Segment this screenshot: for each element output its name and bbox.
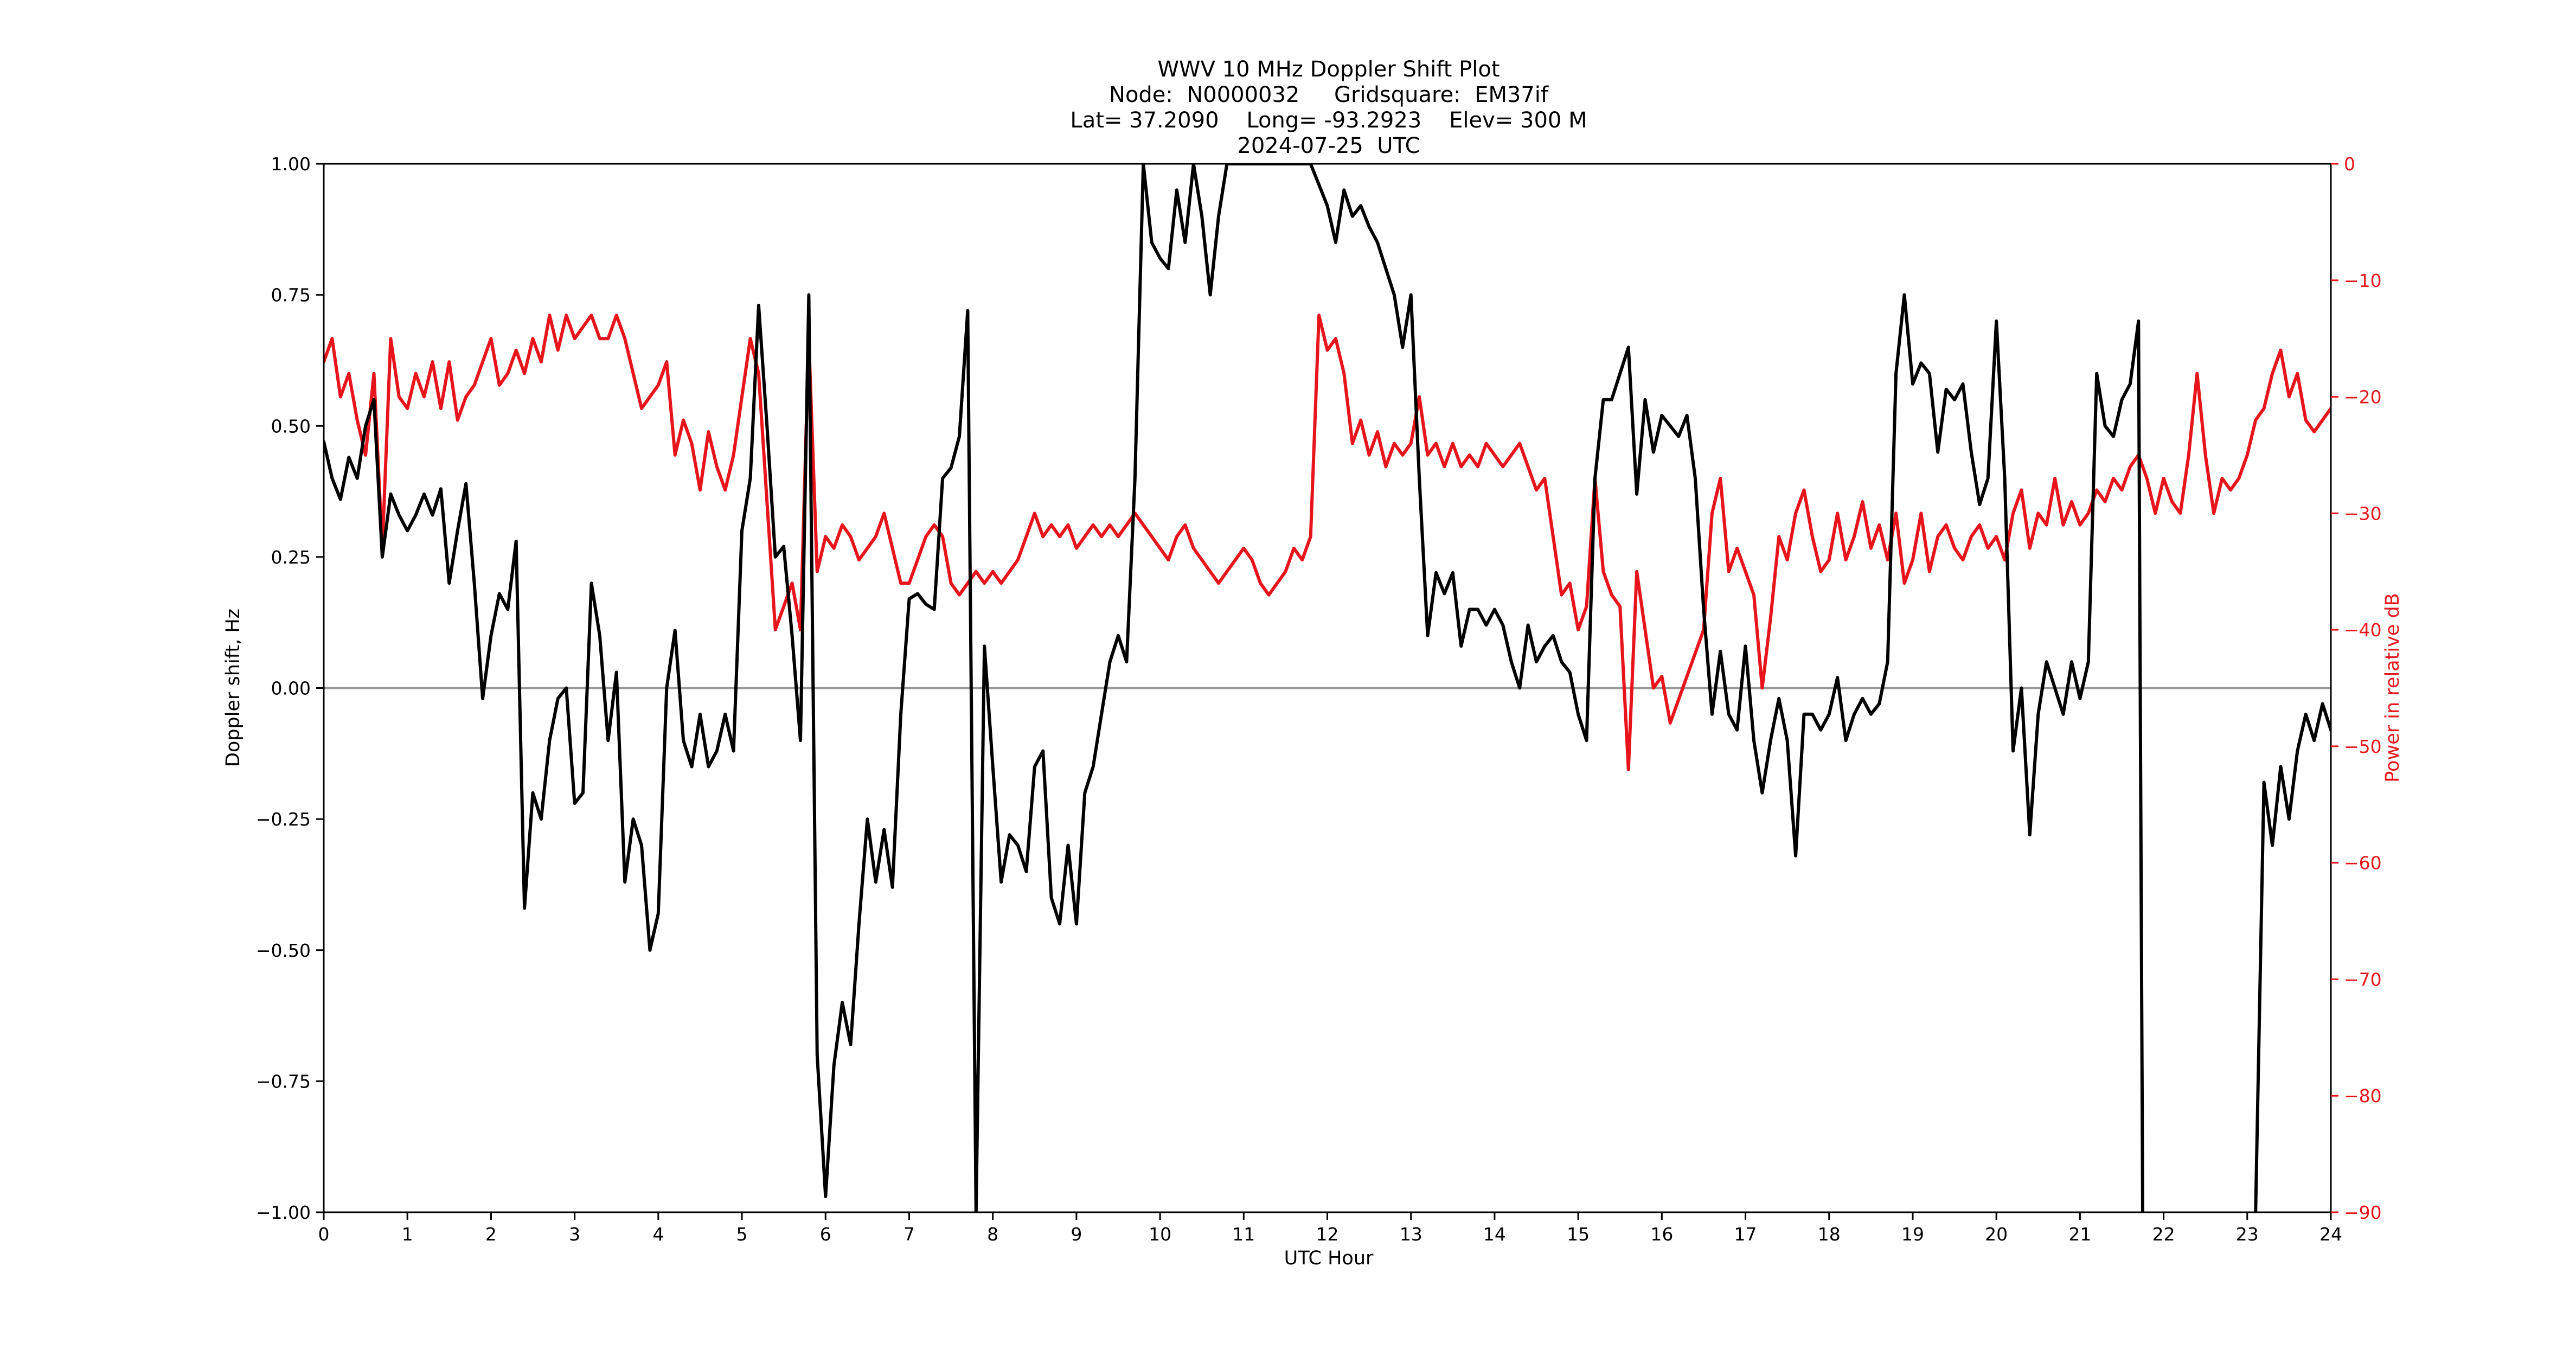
axes: 0 1 2 3 4 5 6 7 8 9 10 11 12 13 14 15 16 17 18 19 20 21 22 23 24… — [256, 153, 2382, 1245]
x-tick-label: 1 — [402, 1224, 413, 1245]
x-tick-label: 8 — [987, 1224, 998, 1245]
x-tick-label: 2 — [485, 1224, 497, 1245]
y2-tick-label: −60 — [2344, 853, 2382, 874]
y-tick-label: −0.50 — [256, 940, 311, 961]
y2-tick-label: −50 — [2344, 736, 2382, 757]
title-line-4: 2024-07-25 UTC — [1237, 133, 1420, 158]
y-tick-label: −0.25 — [256, 809, 311, 830]
x-tick-label: 20 — [1985, 1224, 2008, 1245]
x-tick-label: 14 — [1483, 1224, 1506, 1245]
x-tick-label: 21 — [2068, 1224, 2091, 1245]
y2-tick-label: 0 — [2344, 153, 2355, 175]
y2-tick-label: −20 — [2344, 387, 2382, 408]
x-tick-label: 18 — [1818, 1224, 1841, 1245]
x-tick-label: 19 — [1901, 1224, 1924, 1245]
x-tick-label: 9 — [1071, 1224, 1082, 1245]
x-tick-label: 6 — [820, 1224, 831, 1245]
y-tick-label: −1.00 — [256, 1202, 311, 1223]
plot-data — [324, 164, 2331, 1212]
y-tick-label: 0.25 — [271, 547, 311, 568]
y-tick-label: −0.75 — [256, 1071, 311, 1092]
x-tick-label: 10 — [1149, 1224, 1171, 1245]
x-tick-label: 5 — [736, 1224, 748, 1245]
x-axis-label: UTC Hour — [1284, 1248, 1374, 1269]
title-line-3: Lat= 37.2090 Long= -93.2923 Elev= 300 M — [1070, 108, 1587, 133]
x-tick-label: 16 — [1650, 1224, 1673, 1245]
x-tick-label: 12 — [1316, 1224, 1339, 1245]
y-tick-label: 0.75 — [271, 285, 311, 306]
x-tick-label: 15 — [1567, 1224, 1590, 1245]
y2-tick-label: −10 — [2344, 270, 2382, 291]
power-series-line — [324, 314, 2331, 771]
y2-tick-label: −80 — [2344, 1085, 2382, 1106]
chart-title: WWV 10 MHz Doppler Shift Plot Node: N000… — [1070, 57, 1587, 158]
x-tick-label: 17 — [1734, 1224, 1757, 1245]
x-tick-label: 13 — [1400, 1224, 1422, 1245]
title-line-2: Node: N0000032 Gridsquare: EM37if — [1109, 82, 1549, 107]
x-tick-label: 24 — [2319, 1224, 2342, 1245]
x-tick-label: 22 — [2152, 1224, 2175, 1245]
y2-axis-label: Power in relative dB — [2382, 593, 2404, 782]
x-tick-label: 3 — [569, 1224, 580, 1245]
title-line-1: WWV 10 MHz Doppler Shift Plot — [1157, 57, 1500, 82]
y-tick-label: 1.00 — [271, 153, 311, 175]
x-tick-label: 4 — [652, 1224, 664, 1245]
x-tick-label: 23 — [2236, 1224, 2259, 1245]
y2-tick-label: −30 — [2344, 503, 2382, 524]
y2-tick-label: −40 — [2344, 619, 2382, 641]
y-axis-label: Doppler shift, Hz — [222, 609, 244, 767]
x-tick-label: 7 — [903, 1224, 915, 1245]
doppler-series-line-1 — [2254, 702, 2331, 1212]
y-tick-label: 0.00 — [271, 678, 311, 699]
y2-tick-label: −90 — [2344, 1202, 2382, 1223]
y2-tick-label: −70 — [2344, 969, 2382, 990]
x-tick-label: 0 — [318, 1224, 330, 1245]
y-tick-label: 0.50 — [271, 415, 311, 437]
x-tick-label: 11 — [1232, 1224, 1255, 1245]
doppler-series-line-0 — [324, 164, 2144, 1212]
